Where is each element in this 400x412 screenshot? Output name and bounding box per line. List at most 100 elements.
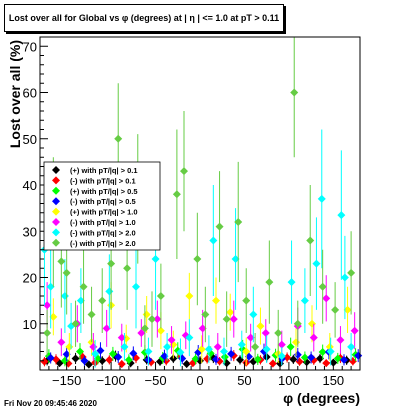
point-marker <box>293 319 302 328</box>
legend-entry: (-) with pT/|q| > 0.1 <box>52 176 136 185</box>
point-marker <box>185 333 194 342</box>
point-marker <box>46 282 55 291</box>
point-marker <box>57 257 66 266</box>
point-marker <box>140 324 149 333</box>
point-marker <box>40 357 49 366</box>
point-marker <box>172 190 181 199</box>
point-marker <box>156 292 165 300</box>
data-point <box>256 307 265 345</box>
data-point <box>333 352 342 364</box>
data-point <box>132 245 140 329</box>
point-marker <box>300 296 309 305</box>
legend-marker <box>52 176 60 185</box>
legend-marker <box>52 218 60 226</box>
point-marker <box>318 347 327 356</box>
data-point <box>76 268 85 333</box>
point-marker <box>120 342 129 351</box>
series-6 <box>43 275 359 361</box>
point-marker <box>80 356 89 365</box>
point-marker <box>137 329 146 337</box>
data-point <box>290 37 299 158</box>
data-point <box>312 217 321 310</box>
point-marker <box>57 338 66 347</box>
legend-entry: (-) with pT/|q| > 2.0 <box>52 238 136 248</box>
data-point <box>316 353 324 364</box>
point-marker <box>220 347 228 356</box>
data-point <box>326 337 335 366</box>
data-point <box>96 342 105 359</box>
data-point <box>140 305 149 352</box>
point-marker <box>204 345 213 354</box>
point-marker <box>197 345 206 354</box>
point-marker <box>117 359 126 368</box>
data-point <box>262 335 271 364</box>
point-marker <box>249 357 258 366</box>
point-marker <box>340 273 349 282</box>
x-tick-label: −50 <box>145 373 167 388</box>
data-point <box>340 354 348 366</box>
data-point <box>40 357 49 367</box>
point-marker <box>322 294 331 303</box>
y-tick-label: 10 <box>23 317 37 332</box>
data-point <box>209 185 218 296</box>
point-marker <box>209 236 218 245</box>
point-marker <box>163 342 172 351</box>
point-marker <box>292 338 300 347</box>
data-point <box>105 355 114 365</box>
point-marker <box>343 305 352 314</box>
legend-entry: (-) with pT/|q| > 2.0 <box>52 228 136 237</box>
legend-label: (-) with pT/|q| > 0.1 <box>70 176 136 185</box>
y-tick-label: 20 <box>23 271 37 286</box>
point-marker <box>76 296 85 305</box>
point-marker <box>79 282 88 291</box>
legend-marker <box>52 166 60 174</box>
data-point <box>98 268 107 333</box>
legend-entry: (-) with pT/|q| > 0.5 <box>52 197 136 206</box>
data-point <box>215 171 224 283</box>
data-point <box>289 354 298 364</box>
data-point <box>347 231 356 315</box>
data-point <box>197 335 206 364</box>
series-8 <box>43 37 356 361</box>
data-point <box>46 245 55 329</box>
point-marker <box>71 354 80 363</box>
data-point <box>318 249 327 324</box>
legend-label: (-) with pT/|q| > 2.0 <box>70 239 136 248</box>
data-point <box>144 337 153 366</box>
data-point <box>234 161 243 283</box>
legend-label: (-) with pT/|q| > 0.5 <box>70 197 136 206</box>
data-point <box>246 323 255 352</box>
point-marker <box>124 355 133 364</box>
legend-marker <box>52 207 60 216</box>
data-point <box>117 359 126 368</box>
point-marker <box>274 329 283 337</box>
axes-layer: −150 −100 −50 0 50 100 150 10 20 30 40 50 60 70 <box>23 39 352 388</box>
data-point <box>172 129 181 259</box>
data-point <box>306 185 315 296</box>
legend-label: (-) with pT/|q| > 1.0 <box>70 218 136 227</box>
point-marker <box>242 296 251 305</box>
data-point <box>201 286 210 343</box>
data-point <box>318 344 327 360</box>
point-marker <box>71 319 80 328</box>
data-point <box>336 326 345 354</box>
point-marker <box>198 324 207 333</box>
point-marker <box>227 349 236 358</box>
point-marker <box>300 353 309 362</box>
y-tick-label: 70 <box>23 39 37 54</box>
x-tick-label: −100 <box>96 373 125 388</box>
data-point <box>163 333 172 361</box>
data-point <box>293 300 302 347</box>
point-marker <box>98 296 107 305</box>
point-marker <box>237 340 246 349</box>
point-marker <box>151 255 160 263</box>
data-point <box>108 346 117 361</box>
data-point <box>153 300 162 338</box>
point-marker <box>160 352 169 361</box>
point-marker <box>350 326 359 335</box>
point-marker <box>229 315 238 324</box>
data-point <box>180 111 188 232</box>
data-point <box>325 333 334 361</box>
data-point <box>213 333 222 361</box>
point-marker <box>156 326 165 335</box>
